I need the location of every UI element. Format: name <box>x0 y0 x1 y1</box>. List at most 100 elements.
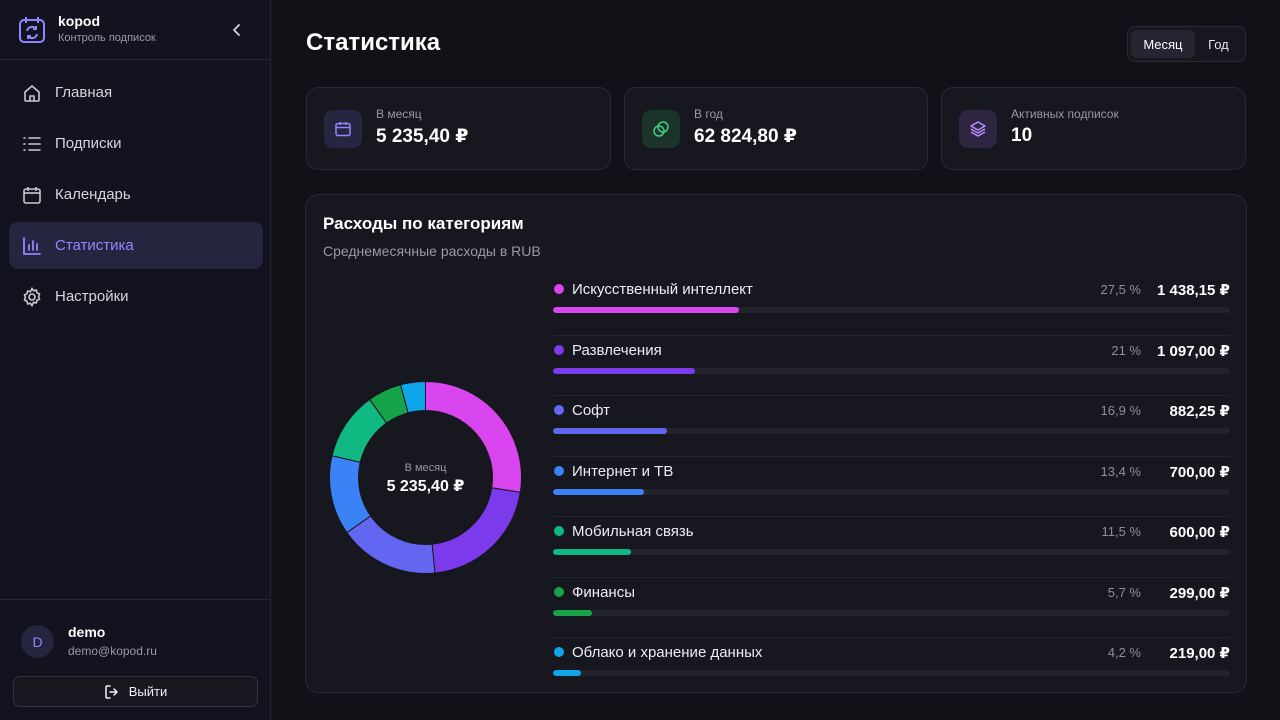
sidebar-item-settings[interactable]: Настройки <box>9 273 263 320</box>
category-list: Искусственный интеллект 27,5 % 1 438,15 ₽ Р… <box>553 275 1230 699</box>
home-icon <box>21 82 43 104</box>
category-name: Облако и хранение данных <box>572 644 763 661</box>
sidebar-item-subscriptions[interactable]: Подписки <box>9 120 263 167</box>
period-toggle: Месяц Год <box>1127 26 1246 62</box>
category-percent: 11,5 % <box>1101 524 1141 539</box>
category-name: Мобильная связь <box>572 523 694 540</box>
stat-value: 10 <box>1011 125 1033 146</box>
category-bar-fill <box>553 670 582 676</box>
category-row: Облако и хранение данных 4,2 % 219,00 ₽ <box>553 638 1230 699</box>
donut-slice <box>346 515 436 574</box>
category-amount: 700,00 ₽ <box>1169 463 1230 481</box>
category-row: Финансы 5,7 % 299,00 ₽ <box>553 578 1230 638</box>
user-name: demo <box>68 624 106 640</box>
calendar-icon <box>324 110 362 148</box>
stat-value: 62 824,80 ₽ <box>694 126 798 147</box>
user-email: demo@kopod.ru <box>68 644 157 658</box>
category-amount: 299,00 ₽ <box>1169 584 1230 602</box>
category-row: Интернет и ТВ 13,4 % 700,00 ₽ <box>553 457 1230 517</box>
calendar-sync-logo-icon <box>19 17 45 43</box>
category-row: Искусственный интеллект 27,5 % 1 438,15 ₽ <box>553 275 1230 336</box>
user-block: D demo demo@kopod.ru Выйти <box>0 599 270 720</box>
sidebar-nav: Главная Подписки Календарь Статистика На… <box>9 69 263 324</box>
sidebar-item-home[interactable]: Главная <box>9 69 263 116</box>
sidebar-item-label: Календарь <box>55 186 131 203</box>
gear-icon <box>21 286 43 308</box>
category-bar-fill <box>553 367 696 374</box>
coins-icon <box>642 110 680 148</box>
category-amount: 1 097,00 ₽ <box>1157 342 1230 360</box>
stat-label: В год <box>694 107 723 121</box>
category-row: Софт 16,9 % 882,25 ₽ <box>553 396 1230 457</box>
category-bar-fill <box>553 307 740 313</box>
sidebar-item-label: Настройки <box>55 288 129 305</box>
category-color-dot <box>554 586 564 597</box>
category-bar-track <box>553 367 1230 374</box>
logout-icon <box>105 684 118 699</box>
brand-subtitle: Контроль подписок <box>58 32 156 44</box>
category-percent: 4,2 % <box>1107 645 1141 660</box>
category-amount: 219,00 ₽ <box>1169 645 1230 662</box>
category-bar-track <box>553 307 1230 313</box>
donut-slice <box>399 381 426 414</box>
chevron-left-icon[interactable] <box>226 19 248 41</box>
category-percent: 21 % <box>1111 342 1141 358</box>
category-bar-track <box>553 428 1230 434</box>
category-percent: 16,9 % <box>1100 403 1141 418</box>
donut-chart <box>329 381 522 574</box>
logout-label: Выйти <box>128 684 168 699</box>
sidebar-item-label: Статистика <box>55 237 134 254</box>
category-bar-track <box>553 609 1230 616</box>
category-color-dot <box>554 647 564 657</box>
category-percent: 5,7 % <box>1107 584 1141 600</box>
category-color-dot <box>554 526 564 536</box>
category-bar-track <box>553 488 1230 495</box>
category-amount: 1 438,15 ₽ <box>1157 282 1230 299</box>
category-bar-fill <box>553 609 592 616</box>
category-color-dot <box>554 405 564 415</box>
bar-chart-icon <box>21 235 43 257</box>
list-icon <box>21 133 43 155</box>
category-name: Искусственный интеллект <box>572 281 753 298</box>
logout-button[interactable]: Выйти <box>13 676 258 707</box>
category-bar-track <box>553 670 1230 676</box>
stat-card-active-subscriptions: Активных подписок 10 <box>941 87 1246 170</box>
category-color-dot <box>554 284 564 294</box>
page-title: Статистика <box>306 29 441 56</box>
sidebar-item-calendar[interactable]: Календарь <box>9 171 263 218</box>
category-amount: 600,00 ₽ <box>1169 524 1230 541</box>
category-percent: 27,5 % <box>1100 282 1141 297</box>
period-year-button[interactable]: Год <box>1208 36 1229 52</box>
category-row: Мобильная связь 11,5 % 600,00 ₽ <box>553 517 1230 578</box>
stat-card-yearly: В год 62 824,80 ₽ <box>624 87 928 170</box>
brand-header: kopod Контроль подписок <box>0 0 270 60</box>
layers-icon <box>959 110 997 148</box>
category-name: Финансы <box>572 583 635 601</box>
sidebar-item-statistics[interactable]: Статистика <box>9 222 263 269</box>
stat-label: В месяц <box>376 107 422 121</box>
sidebar-item-label: Главная <box>55 84 113 101</box>
category-name: Интернет и ТВ <box>572 462 674 480</box>
brand-name: kopod <box>58 13 100 29</box>
stat-card-monthly: В месяц 5 235,40 ₽ <box>306 87 611 170</box>
category-color-dot <box>554 465 564 476</box>
donut-center-value: 5 235,40 ₽ <box>386 478 465 495</box>
sidebar: kopod Контроль подписок Главная Подписки… <box>0 0 271 720</box>
donut-slice <box>431 487 521 574</box>
categories-panel: Расходы по категориям Среднемесячные рас… <box>305 194 1247 693</box>
category-bar-track <box>553 549 1230 555</box>
category-percent: 13,4 % <box>1100 463 1141 479</box>
category-color-dot <box>554 344 564 355</box>
stat-value: 5 235,40 ₽ <box>376 126 469 147</box>
category-name: Развлечения <box>572 341 662 359</box>
category-row: Развлечения 21 % 1 097,00 ₽ <box>553 336 1230 396</box>
avatar: D <box>21 625 54 658</box>
category-name: Софт <box>572 402 611 419</box>
category-bar-fill <box>553 549 631 555</box>
period-month-button[interactable]: Месяц <box>1131 30 1195 58</box>
category-bar-fill <box>553 488 644 495</box>
category-bar-fill <box>553 428 668 434</box>
stat-label: Активных подписок <box>1011 107 1119 121</box>
donut-center-label: В месяц <box>404 462 447 474</box>
panel-subtitle: Среднемесячные расходы в RUB <box>323 243 541 259</box>
